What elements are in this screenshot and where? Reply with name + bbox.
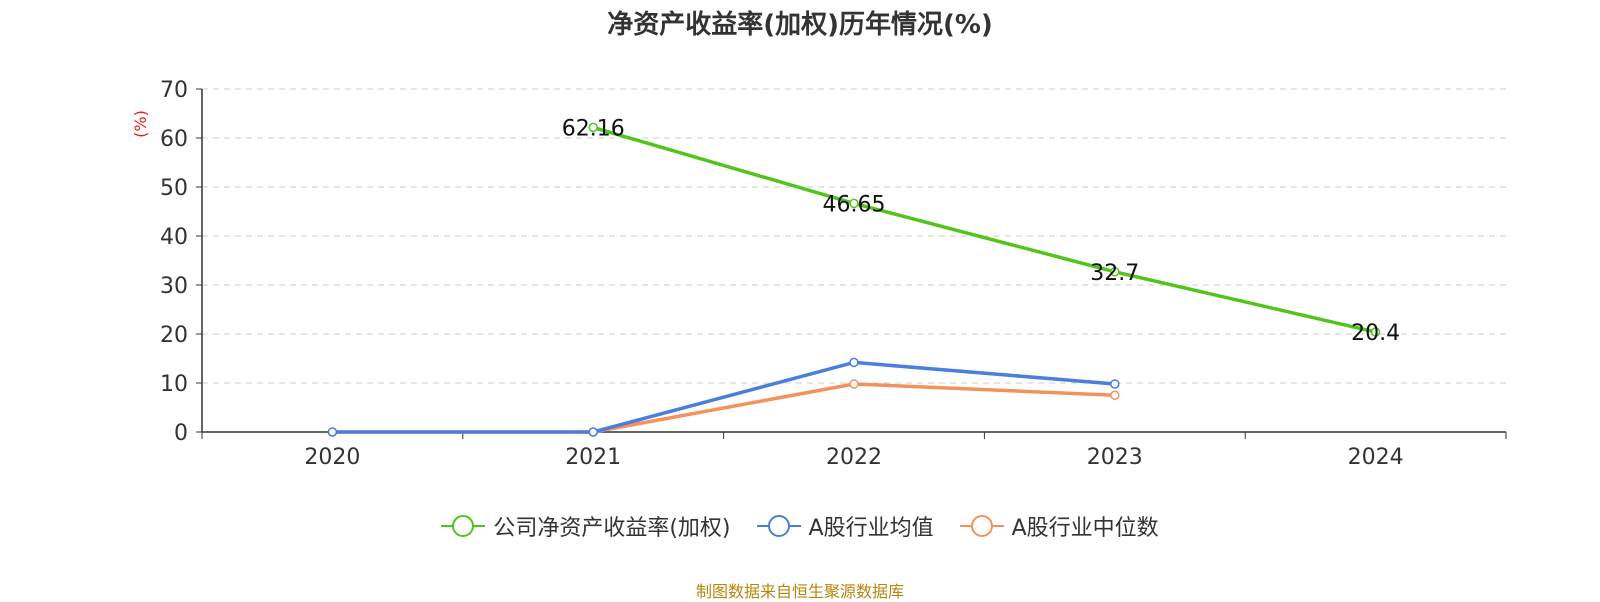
y-axis-label: (%) xyxy=(131,110,150,138)
data-point xyxy=(849,198,859,209)
legend-marker-industry-median-icon xyxy=(959,515,1004,537)
x-tick-label: 2021 xyxy=(565,445,621,470)
data-label: 32.7 xyxy=(1090,261,1139,286)
data-point xyxy=(1110,390,1120,400)
data-label: 20.4 xyxy=(1351,321,1400,346)
legend-item-company-roe[interactable]: 公司净资产收益率(加权) xyxy=(441,510,731,542)
data-label: 46.65 xyxy=(823,192,886,217)
y-tick-label: 10 xyxy=(160,372,188,397)
series-line-1 xyxy=(332,360,1115,434)
legend-label-company-roe: 公司净资产收益率(加权) xyxy=(493,516,731,541)
data-point xyxy=(1370,327,1381,337)
line-chart: 0 10 20 30 40 50 60 70 (%) 2020 2021 2022 2023 2024 62… xyxy=(131,78,1507,470)
legend-item-industry-median[interactable]: A股行业中位数 xyxy=(959,510,1159,542)
data-point xyxy=(327,427,338,437)
legend-label-industry-median: A股行业中位数 xyxy=(1011,516,1159,541)
x-tick-label: 2024 xyxy=(1348,445,1404,470)
data-label: 62.16 xyxy=(562,116,625,141)
series-line-0 xyxy=(592,125,1376,334)
series-line-2 xyxy=(332,382,1115,434)
data-source-note: 制图数据来自恒生聚源数据库 xyxy=(695,582,904,601)
data-point xyxy=(849,379,859,389)
y-tick-label: 40 xyxy=(160,225,188,250)
data-point xyxy=(849,357,859,368)
data-point xyxy=(588,427,598,437)
legend-marker-company-roe-icon xyxy=(441,515,486,537)
x-tick-label: 2023 xyxy=(1087,445,1143,470)
x-tick-label: 2020 xyxy=(304,445,360,470)
y-tick-label: 30 xyxy=(160,274,188,299)
legend-label-industry-mean: A股行业均值 xyxy=(808,516,934,541)
legend: 公司净资产收益率(加权) A股行业均值 A股行业中位数 xyxy=(0,510,1600,542)
y-tick-label: 70 xyxy=(160,78,188,103)
y-tick-label: 20 xyxy=(160,323,188,348)
y-tick-label: 60 xyxy=(160,127,188,152)
data-point xyxy=(1110,267,1120,277)
legend-item-industry-mean[interactable]: A股行业均值 xyxy=(756,510,934,542)
data-point xyxy=(1110,379,1120,389)
chart-title: 净资产收益率(加权)历年情况(%) xyxy=(607,10,993,40)
data-point xyxy=(588,122,598,133)
legend-marker-industry-mean-icon xyxy=(756,515,801,537)
x-tick-label: 2022 xyxy=(826,445,882,470)
y-tick-label: 50 xyxy=(160,176,188,201)
y-tick-label: 0 xyxy=(174,421,188,446)
